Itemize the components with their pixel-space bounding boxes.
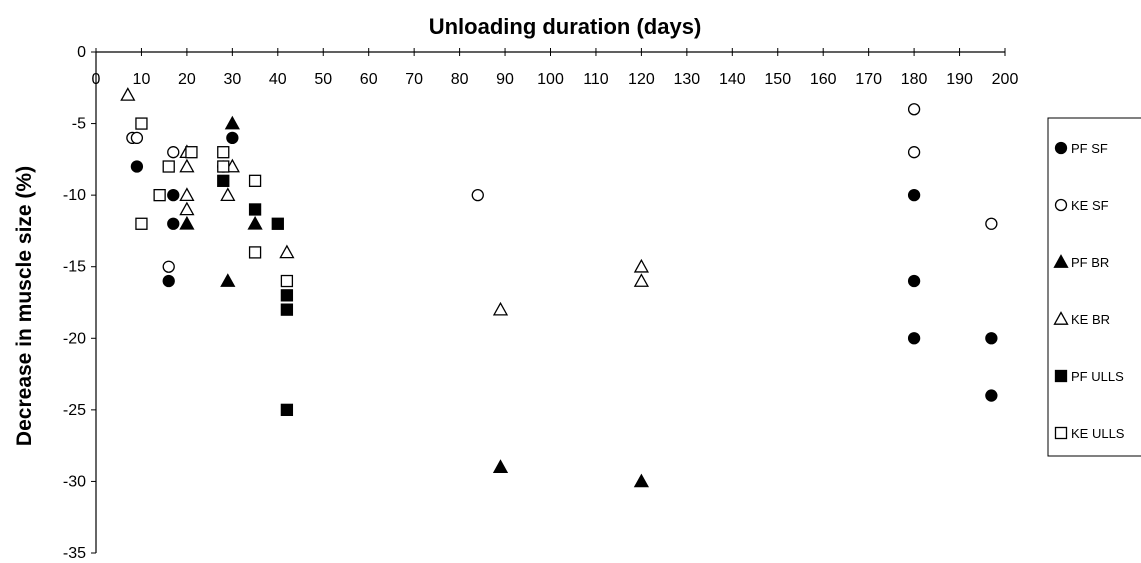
data-point-ke-sf — [909, 104, 920, 115]
data-point-pf-br — [221, 275, 234, 287]
data-point-ke-ulls — [186, 147, 197, 158]
x-tick-label: 140 — [719, 71, 746, 88]
data-point-ke-ulls — [250, 175, 261, 186]
data-point-ke-sf — [131, 132, 142, 143]
legend-marker-pf-ulls — [1056, 371, 1067, 382]
data-point-ke-ulls — [154, 190, 165, 201]
data-point-ke-ulls — [136, 118, 147, 129]
data-point-ke-sf — [163, 261, 174, 272]
x-tick-label: 170 — [855, 71, 882, 88]
data-point-pf-br — [494, 461, 507, 473]
y-tick-label: -15 — [63, 259, 86, 276]
data-point-pf-sf — [227, 132, 238, 143]
data-point-ke-br — [180, 189, 193, 201]
y-tick-label: 0 — [77, 44, 86, 61]
data-point-pf-br — [226, 117, 239, 129]
data-point-pf-sf — [163, 276, 174, 287]
data-point-pf-ulls — [272, 218, 283, 229]
legend-label-pf-sf: PF SF — [1071, 141, 1108, 156]
legend-label-pf-ulls: PF ULLS — [1071, 369, 1124, 384]
data-point-ke-ulls — [136, 218, 147, 229]
x-tick-label: 100 — [537, 71, 564, 88]
data-point-ke-br — [494, 303, 507, 315]
y-tick-label: -35 — [63, 545, 86, 562]
data-point-pf-br — [635, 475, 648, 487]
data-point-pf-sf — [168, 218, 179, 229]
x-tick-label: 190 — [946, 71, 973, 88]
y-tick-label: -30 — [63, 473, 86, 490]
data-point-pf-ulls — [281, 290, 292, 301]
y-tick-label: -10 — [63, 187, 86, 204]
x-tick-label: 120 — [628, 71, 655, 88]
data-point-pf-sf — [168, 190, 179, 201]
data-point-pf-sf — [986, 390, 997, 401]
data-point-pf-ulls — [281, 404, 292, 415]
x-tick-label: 50 — [314, 71, 332, 88]
legend-label-ke-br: KE BR — [1071, 312, 1110, 327]
y-tick-label: -20 — [63, 330, 86, 347]
data-point-pf-br — [180, 217, 193, 229]
x-tick-label: 20 — [178, 71, 196, 88]
data-point-ke-br — [121, 88, 134, 100]
y-tick-label: -5 — [72, 116, 86, 133]
legend: PF SF KE SF PF BR KE BR PF ULLS KE ULLS — [1048, 118, 1141, 456]
x-tick-label: 0 — [92, 71, 101, 88]
data-point-pf-ulls — [218, 175, 229, 186]
x-tick-label: 60 — [360, 71, 378, 88]
data-point-ke-ulls — [163, 161, 174, 172]
x-tick-label: 40 — [269, 71, 287, 88]
data-point-pf-sf — [131, 161, 142, 172]
legend-label-ke-sf: KE SF — [1071, 198, 1109, 213]
data-point-ke-ulls — [281, 276, 292, 287]
data-point-ke-ulls — [218, 147, 229, 158]
y-ticks: 0 -5 -10 -15 -20 -25 -30 -35 — [63, 44, 96, 562]
y-axis-label: Decrease in muscle size (%) — [13, 166, 36, 446]
x-tick-label: 30 — [223, 71, 241, 88]
legend-label-ke-ulls: KE ULLS — [1071, 426, 1125, 441]
chart-title: Unloading duration (days) — [429, 14, 702, 39]
data-point-pf-sf — [986, 333, 997, 344]
legend-label-pf-br: PF BR — [1071, 255, 1109, 270]
data-point-pf-sf — [909, 276, 920, 287]
data-point-pf-ulls — [281, 304, 292, 315]
data-point-ke-ulls — [218, 161, 229, 172]
data-point-ke-sf — [986, 218, 997, 229]
x-tick-label: 10 — [133, 71, 151, 88]
data-point-ke-sf — [472, 190, 483, 201]
legend-box — [1048, 118, 1141, 456]
data-point-ke-br — [280, 246, 293, 258]
x-tick-label: 150 — [764, 71, 791, 88]
data-point-ke-br — [180, 160, 193, 172]
x-tick-label: 200 — [992, 71, 1019, 88]
data-point-ke-br — [180, 203, 193, 215]
y-tick-label: -25 — [63, 402, 86, 419]
data-point-ke-br — [635, 260, 648, 272]
legend-marker-ke-ulls — [1056, 428, 1067, 439]
data-point-pf-sf — [909, 333, 920, 344]
data-point-pf-ulls — [250, 204, 261, 215]
x-tick-label: 180 — [901, 71, 928, 88]
data-point-ke-ulls — [250, 247, 261, 258]
data-points — [121, 88, 997, 486]
x-tick-label: 70 — [405, 71, 423, 88]
data-point-pf-sf — [909, 190, 920, 201]
data-point-ke-br — [221, 189, 234, 201]
legend-marker-pf-sf — [1056, 143, 1067, 154]
data-point-ke-sf — [168, 147, 179, 158]
x-tick-label: 130 — [673, 71, 700, 88]
data-point-pf-br — [249, 217, 262, 229]
legend-marker-ke-sf — [1056, 200, 1067, 211]
data-point-ke-sf — [909, 147, 920, 158]
x-tick-label: 110 — [583, 71, 609, 88]
x-tick-label: 90 — [496, 71, 514, 88]
x-tick-label: 160 — [810, 71, 837, 88]
x-tick-label: 80 — [451, 71, 469, 88]
data-point-ke-br — [635, 275, 648, 287]
x-ticks: 0 10 20 30 40 50 60 70 80 90 100 110 120 130 140 150 160… — [92, 48, 1019, 88]
